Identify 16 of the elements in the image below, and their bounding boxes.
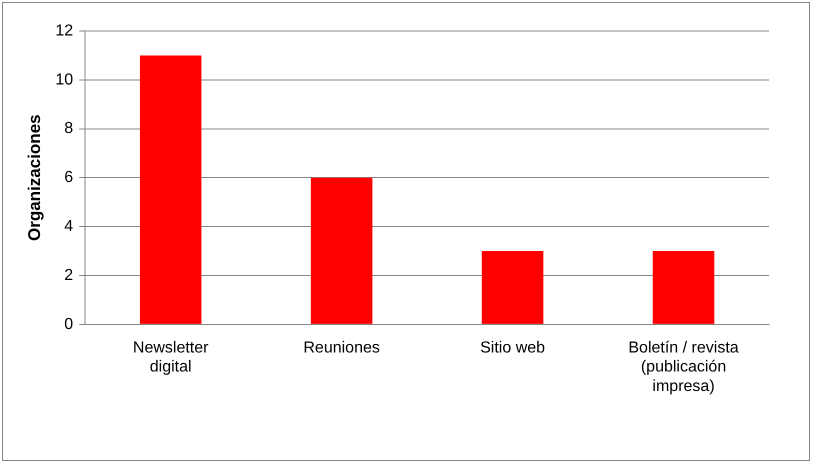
y-tick-label: 4 xyxy=(64,218,74,236)
y-axis-title: Organizaciones xyxy=(24,114,44,242)
bar xyxy=(140,55,202,324)
y-tick-label: 6 xyxy=(64,169,74,186)
y-tick-label: 8 xyxy=(64,120,74,138)
y-tick-label: 12 xyxy=(55,22,74,40)
y-tick-label: 10 xyxy=(55,71,74,88)
bar xyxy=(652,251,714,324)
y-tick-label: 0 xyxy=(64,316,74,333)
y-tick-label: 2 xyxy=(64,266,74,284)
x-tick-label: Sitio web xyxy=(480,339,546,356)
x-tick-label: Newsletter digital xyxy=(132,339,210,376)
x-tick-label: Boletín / revista (publicación impresa) xyxy=(628,339,739,395)
x-tick-label: Reuniones xyxy=(303,339,380,356)
bar xyxy=(310,178,372,324)
bar xyxy=(482,251,544,324)
